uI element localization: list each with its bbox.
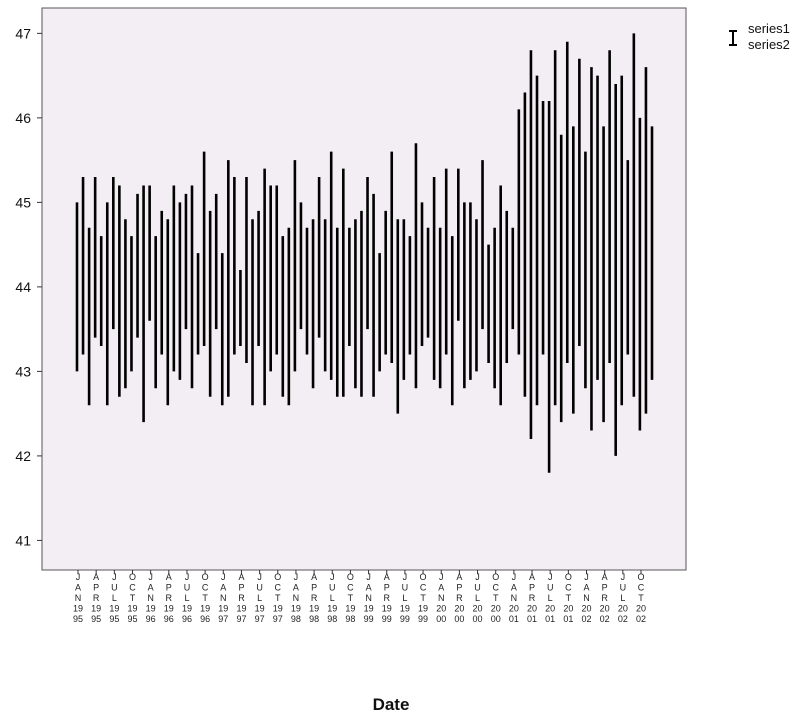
x-tick-label: J A N 20 00	[436, 572, 446, 624]
x-tick-label: J A N 19 97	[218, 572, 228, 624]
x-axis: J A N 19 95 A P R 19 95 J U L 19 95 O C T 19 95 J A N 19 96 A P R 19…	[73, 570, 646, 624]
x-tick-label: J U L 19 97	[255, 572, 265, 624]
x-tick-label: O C T 19 98	[345, 572, 355, 624]
x-tick-label: O C T 20 00	[491, 572, 501, 624]
x-tick-label: J A N 19 99	[364, 572, 374, 624]
y-tick-label: 46	[15, 110, 31, 126]
x-tick-label: J A N 19 95	[73, 572, 83, 624]
y-tick-label: 44	[15, 279, 31, 295]
y-tick-label: 45	[15, 194, 31, 210]
x-tick-label: A P R 19 97	[236, 572, 246, 624]
x-tick-label: A P R 19 96	[164, 572, 174, 624]
y-tick-label: 42	[15, 448, 31, 464]
x-axis-title: Date	[373, 695, 410, 714]
x-tick-label: J U L 19 95	[109, 572, 119, 624]
x-tick-label: A P R 20 01	[527, 572, 537, 624]
x-tick-label: O C T 19 99	[418, 572, 428, 624]
x-tick-label: O C T 19 97	[273, 572, 283, 624]
x-tick-label: J U L 20 02	[618, 572, 628, 624]
y-axis: 41 42 43 44 45 46 47	[15, 25, 42, 548]
x-tick-label: O C T 20 01	[563, 572, 573, 624]
x-tick-label: J A N 20 01	[509, 572, 519, 624]
legend-label-series1: series1	[748, 21, 790, 36]
x-tick-label: J A N 19 96	[146, 572, 156, 624]
x-tick-label: O C T 20 02	[636, 572, 646, 624]
y-tick-label: 43	[15, 363, 31, 379]
legend-label-series2: series2	[748, 37, 790, 52]
x-tick-label: A P R 20 00	[454, 572, 464, 624]
legend: series1 series2	[729, 21, 790, 52]
x-tick-label: J U L 20 00	[473, 572, 483, 624]
high-low-bars	[75, 33, 654, 473]
y-tick-label: 47	[15, 25, 31, 41]
y-tick-label: 41	[15, 532, 31, 548]
x-tick-label: J U L 19 98	[327, 572, 337, 624]
x-tick-label: J U L 20 01	[545, 572, 555, 624]
x-tick-label: J A N 19 98	[291, 572, 301, 624]
x-tick-label: J A N 20 02	[582, 572, 592, 624]
x-tick-label: J U L 19 99	[400, 572, 410, 624]
x-tick-label: O C T 19 96	[200, 572, 210, 624]
x-tick-label: A P R 19 98	[309, 572, 319, 624]
x-tick-label: A P R 20 02	[600, 572, 610, 624]
x-tick-label: J U L 19 96	[182, 572, 192, 624]
legend-symbol	[729, 30, 737, 46]
x-tick-label: A P R 19 95	[91, 572, 101, 624]
x-tick-label: A P R 19 99	[382, 572, 392, 624]
x-tick-label: O C T 19 95	[127, 572, 137, 624]
